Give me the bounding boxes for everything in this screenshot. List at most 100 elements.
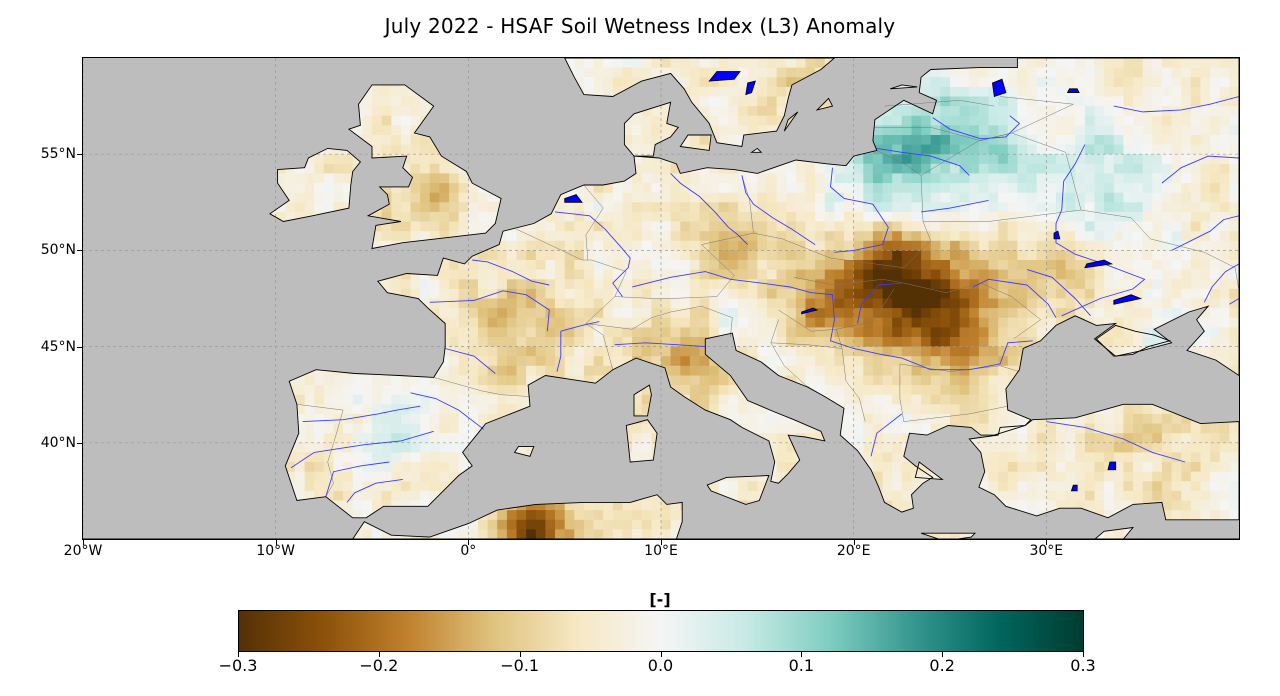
border-line xyxy=(1080,209,1239,291)
river-line xyxy=(612,258,631,297)
lon-tick-label: 20°W xyxy=(63,543,103,559)
lake-beysehir xyxy=(1070,484,1078,492)
river-line xyxy=(876,147,970,176)
border-line xyxy=(1000,96,1075,134)
lon-tick-mark xyxy=(661,540,662,545)
coastline-crimea xyxy=(1095,324,1172,357)
colorbar-tick-label: 0.3 xyxy=(1070,656,1096,675)
river-line xyxy=(473,290,550,332)
lake-vanern xyxy=(708,71,741,82)
river-line xyxy=(1026,269,1091,317)
colorbar-tick-label: −0.2 xyxy=(359,656,399,675)
river-line xyxy=(554,211,631,259)
coastline-oland xyxy=(783,111,799,132)
border-line xyxy=(836,329,866,422)
lat-tick-label: 55°N xyxy=(40,146,76,163)
river-line xyxy=(325,461,390,497)
river-line xyxy=(1229,298,1239,305)
river-line xyxy=(1203,263,1239,303)
river-line xyxy=(741,175,816,245)
colorbar-tick-mark xyxy=(942,652,944,657)
colorbar-tick-label: −0.1 xyxy=(500,656,540,675)
border-line xyxy=(516,228,627,370)
river-line xyxy=(631,271,1033,371)
lon-tick-mark xyxy=(275,540,277,545)
border-line xyxy=(614,232,904,299)
river-line xyxy=(972,278,1057,318)
lat-tick-mark xyxy=(77,154,82,156)
river-line xyxy=(290,430,434,469)
rivers xyxy=(290,96,1239,503)
border-line xyxy=(920,132,1082,222)
coastline-saaremaa xyxy=(890,84,918,90)
lake-kremen xyxy=(1084,259,1114,269)
coastline-corsica xyxy=(633,384,652,417)
lake-ilmen xyxy=(1066,88,1080,93)
lat-tick-mark xyxy=(77,442,82,444)
river-line xyxy=(614,342,706,348)
coastlines xyxy=(83,58,1239,539)
river-line xyxy=(429,299,475,303)
lake-ijssel xyxy=(564,194,583,203)
river-line xyxy=(445,348,496,374)
colorbar-tick-mark xyxy=(1083,652,1084,657)
border-line xyxy=(876,150,908,166)
coastline-scandi xyxy=(564,58,836,148)
river-line xyxy=(830,167,889,253)
border-line xyxy=(793,277,904,286)
lon-tick-mark xyxy=(83,540,84,545)
border-line xyxy=(585,305,733,330)
graticule xyxy=(83,58,1239,539)
coastline-mallorca xyxy=(513,446,535,457)
river-line xyxy=(1113,96,1239,113)
colorbar-tick-label: 0.0 xyxy=(647,656,674,675)
border-line xyxy=(583,184,604,261)
river-line xyxy=(560,321,600,332)
lon-tick-mark xyxy=(1046,540,1048,545)
coastline-ireland xyxy=(269,147,362,222)
coastline-crete xyxy=(920,532,977,539)
lon-tick-label: 20°E xyxy=(836,543,871,559)
coastline-euboea xyxy=(914,461,944,480)
lon-tick-label: 30°E xyxy=(1029,543,1064,559)
lat-tick-mark xyxy=(77,250,82,252)
river-line xyxy=(870,413,903,457)
river-line xyxy=(556,331,562,372)
river-line xyxy=(670,173,749,245)
map-title: July 2022 - HSAF Soil Wetness Index (L3)… xyxy=(384,14,896,38)
lon-tick-mark xyxy=(468,540,470,545)
border-line xyxy=(899,363,1008,422)
water-bodies xyxy=(564,71,1143,492)
lon-tick-mark xyxy=(853,540,855,545)
colorbar-tick-mark xyxy=(378,652,380,657)
coastline-gotland xyxy=(815,97,834,111)
colorbar-tick-label: −0.3 xyxy=(218,656,258,675)
border-line xyxy=(770,319,843,349)
coastline-africa xyxy=(83,494,1239,539)
colorbar-tick-mark xyxy=(801,652,803,657)
coastline-sardinia xyxy=(625,419,658,463)
lake-balaton xyxy=(801,307,819,315)
coastline-turkey xyxy=(968,403,1239,521)
lon-tick-label: 10°E xyxy=(644,543,678,559)
lake-tuz xyxy=(1107,461,1117,471)
colorbar-tick-mark xyxy=(660,652,662,657)
map-canvas xyxy=(83,58,1239,539)
map-panel[interactable] xyxy=(82,57,1240,540)
river-line xyxy=(921,199,989,213)
river-line xyxy=(1171,215,1239,251)
river-line xyxy=(1161,155,1239,184)
river-line xyxy=(1055,144,1146,317)
colorbar-label: [-] xyxy=(649,590,671,609)
coastline-zealand xyxy=(679,134,712,151)
border-line xyxy=(433,377,531,397)
coastline-bornholm xyxy=(750,147,763,153)
river-line xyxy=(346,478,403,503)
colorbar-tick-label: 0.1 xyxy=(788,656,815,675)
border-line xyxy=(903,282,1042,340)
colorbar-tick-label: 0.2 xyxy=(929,656,955,675)
coastline-europe xyxy=(284,58,1239,519)
border-line xyxy=(884,100,995,107)
lat-tick-label: 40°N xyxy=(40,434,76,451)
lake-vattern xyxy=(745,80,757,96)
